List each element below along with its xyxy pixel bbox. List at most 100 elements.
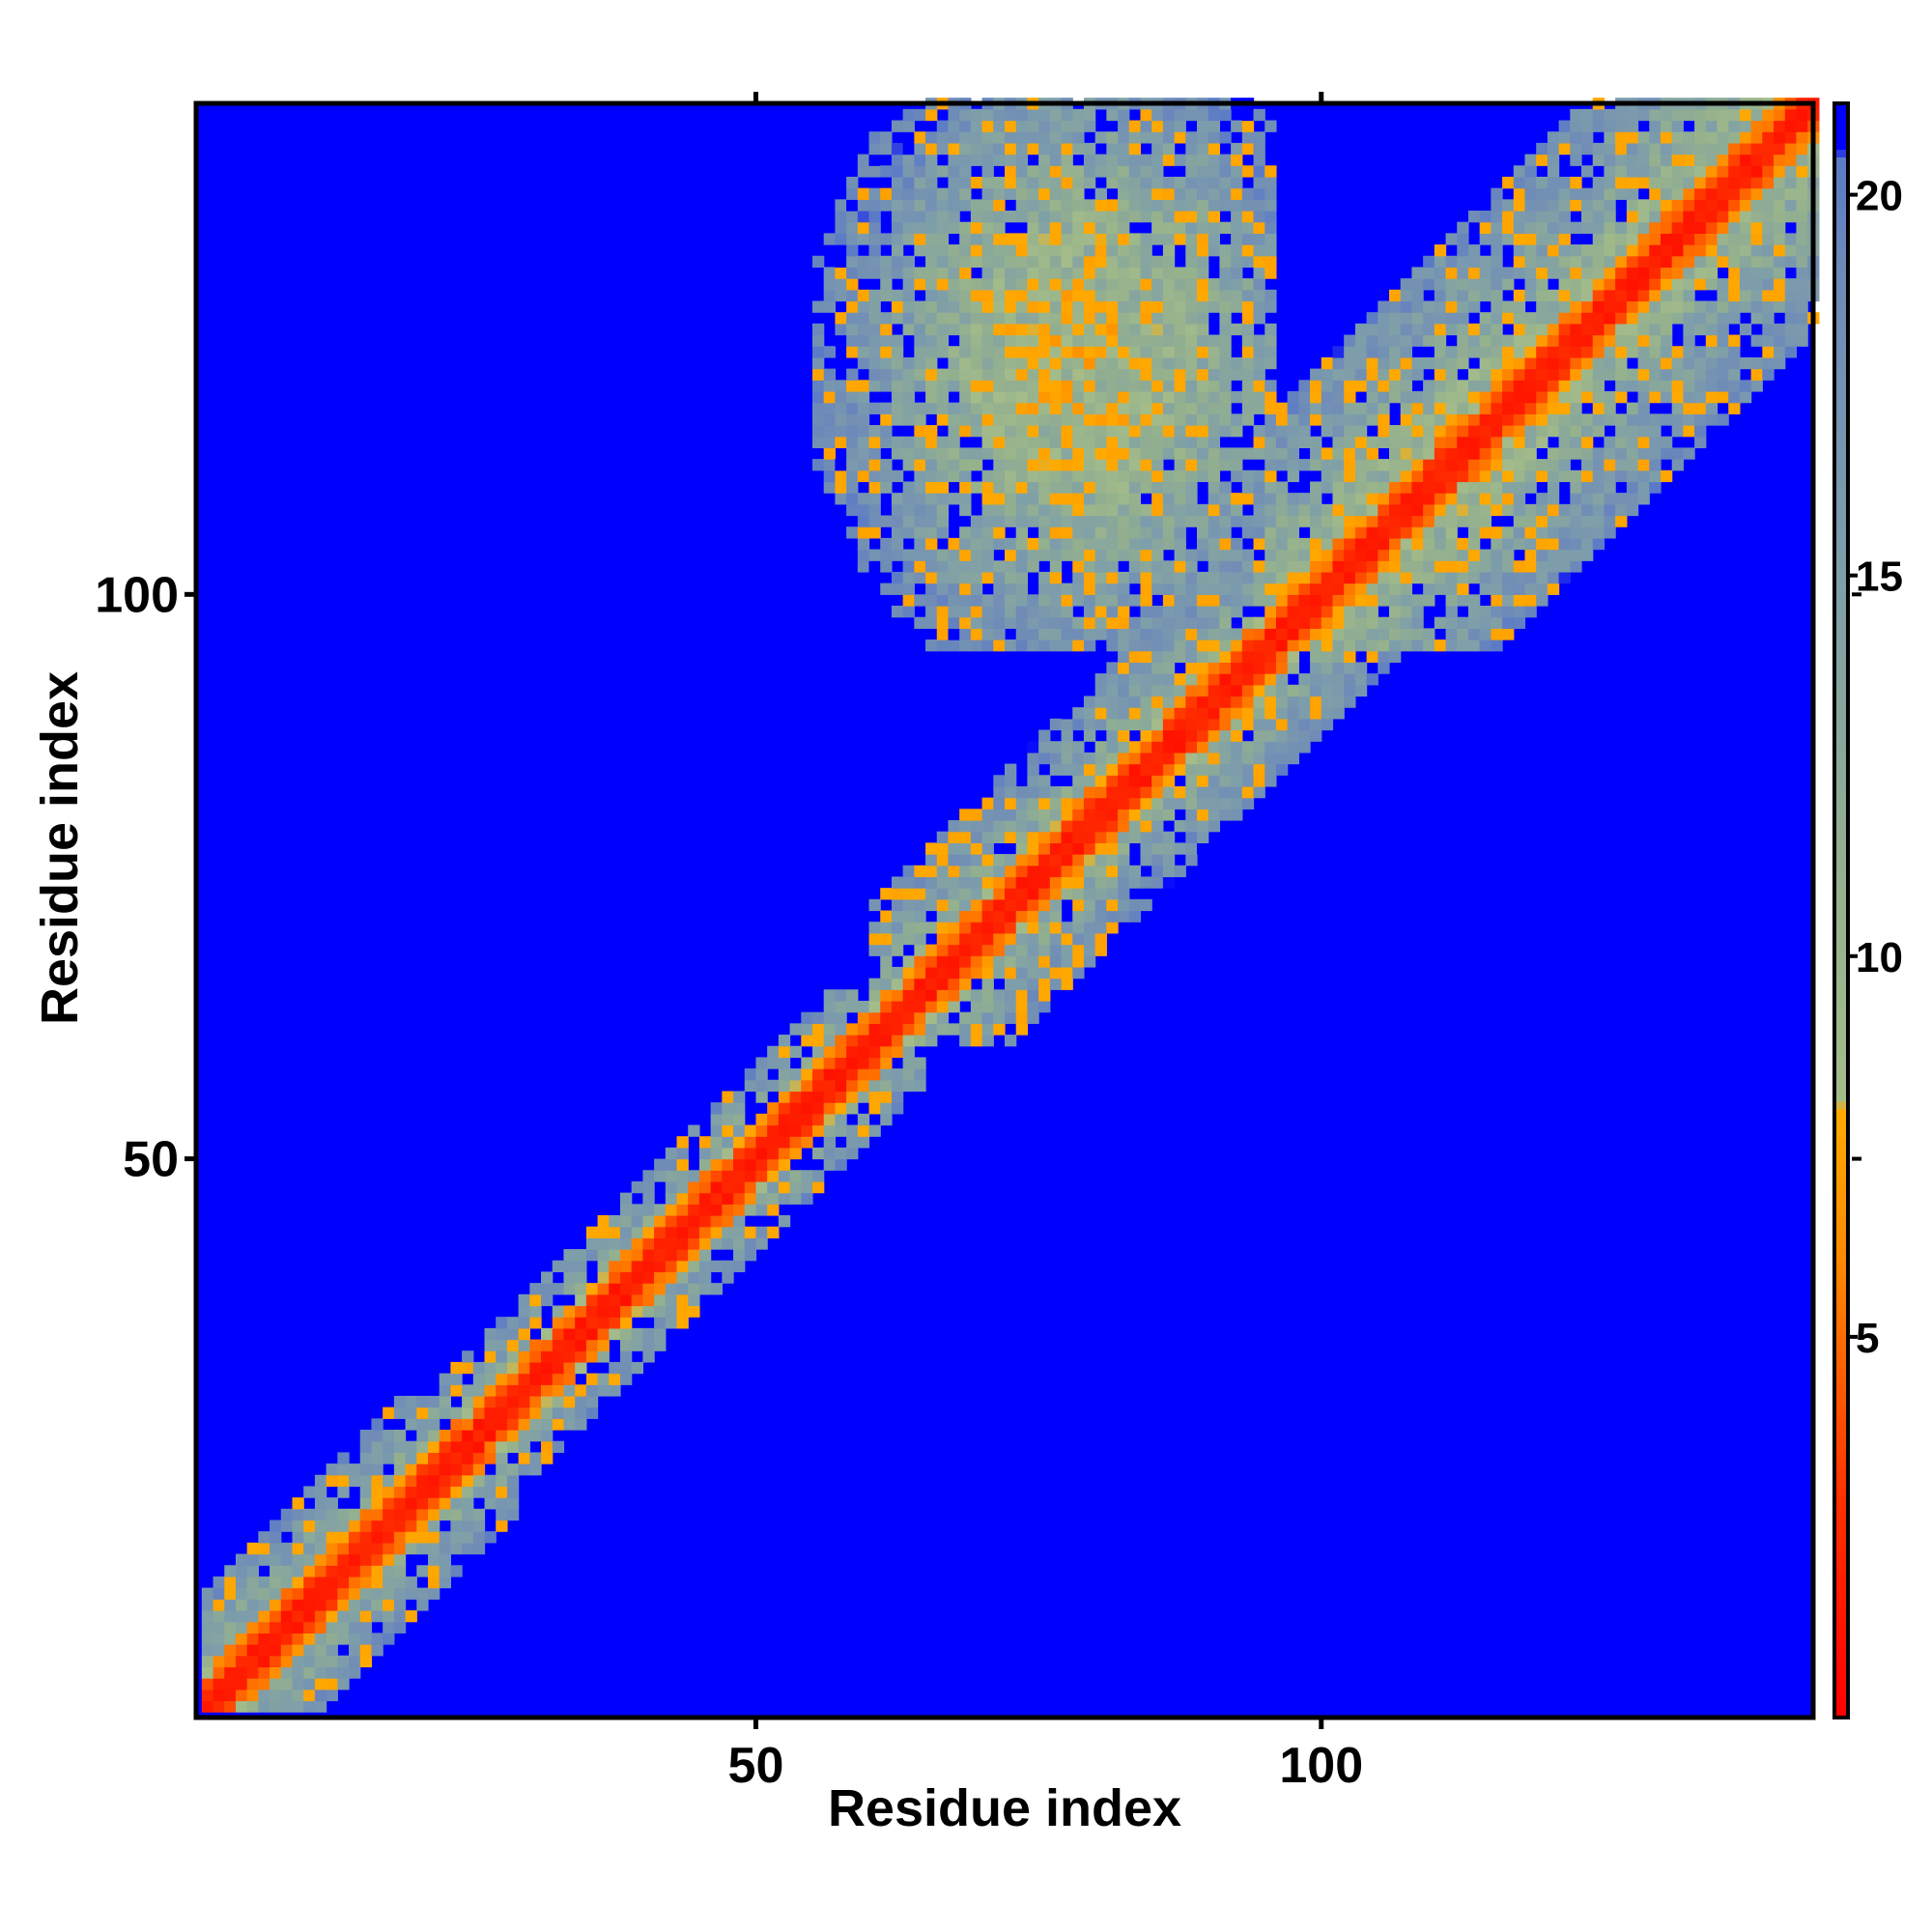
heatmap-cell: [959, 989, 972, 1002]
heatmap-cell: [462, 1395, 474, 1408]
heatmap-cell: [472, 1395, 486, 1408]
heatmap-cell: [1015, 142, 1029, 156]
heatmap-cell: [1264, 752, 1277, 765]
heatmap-cell: [1197, 752, 1209, 765]
heatmap-cell: [1083, 628, 1096, 640]
heatmap-cell: [1310, 481, 1322, 494]
heatmap-cell: [1185, 436, 1198, 449]
heatmap-cell: [767, 1158, 780, 1171]
heatmap-cell: [1038, 154, 1051, 166]
heatmap-cell: [1445, 571, 1458, 584]
heatmap-cell: [1162, 402, 1176, 414]
heatmap-cell: [959, 199, 972, 212]
heatmap-cell: [698, 1192, 712, 1205]
heatmap-cell: [1547, 526, 1560, 539]
heatmap-cell: [597, 1317, 610, 1329]
heatmap-cell: [1197, 120, 1209, 132]
heatmap-cell: [981, 628, 994, 640]
heatmap-cell: [936, 380, 950, 392]
heatmap-cell: [1479, 571, 1492, 584]
heatmap-cell: [1253, 481, 1265, 494]
heatmap-cell: [981, 368, 994, 381]
colorbar-segment: [1834, 1687, 1848, 1696]
heatmap-cell: [993, 267, 1006, 279]
heatmap-cell: [1197, 650, 1209, 664]
heatmap-cell: [1502, 469, 1515, 483]
heatmap-cell: [383, 1430, 395, 1442]
heatmap-cell: [1038, 955, 1051, 968]
heatmap-cell: [1005, 447, 1017, 460]
heatmap-cell: [1061, 244, 1073, 257]
heatmap-cell: [1558, 425, 1571, 438]
heatmap-cell: [948, 616, 960, 629]
heatmap-cell: [1558, 346, 1571, 358]
heatmap-cell: [1128, 628, 1142, 640]
heatmap-cell: [1208, 481, 1221, 494]
heatmap-cell: [1208, 537, 1221, 551]
heatmap-cell: [280, 1700, 294, 1713]
heatmap-cell: [1445, 503, 1458, 517]
heatmap-cell: [1264, 662, 1277, 674]
heatmap-cell: [868, 493, 881, 505]
heatmap-cell: [1287, 526, 1299, 539]
heatmap-cell: [496, 1452, 508, 1464]
heatmap-cell: [1321, 639, 1334, 652]
heatmap-cell: [1219, 481, 1232, 494]
heatmap-cell: [846, 459, 859, 471]
heatmap-cell: [1750, 356, 1763, 370]
heatmap-cell: [326, 1520, 338, 1532]
heatmap-cell: [575, 1395, 587, 1408]
heatmap-cell: [891, 1079, 904, 1093]
colorbar-segment: [1834, 811, 1848, 820]
heatmap-cell: [959, 469, 972, 483]
heatmap-cell: [891, 165, 904, 178]
heatmap-cell: [959, 447, 972, 460]
heatmap-cell: [778, 1113, 791, 1126]
heatmap-cell: [1604, 323, 1616, 336]
heatmap-cell: [959, 1011, 972, 1024]
heatmap-cell: [1400, 560, 1413, 573]
heatmap-cell: [563, 1395, 576, 1408]
heatmap-cell: [1660, 244, 1673, 257]
heatmap-cell: [1784, 312, 1798, 325]
heatmap-cell: [1197, 187, 1209, 200]
colorbar-segment: [1834, 1192, 1848, 1201]
heatmap-cell: [1536, 176, 1548, 189]
heatmap-cell: [857, 515, 870, 527]
heatmap-cell: [1128, 876, 1142, 889]
heatmap-cell: [1197, 233, 1209, 245]
heatmap-cell: [880, 356, 893, 370]
heatmap-cell: [1354, 346, 1368, 358]
heatmap-cell: [1061, 108, 1073, 122]
heatmap-cell: [405, 1508, 417, 1521]
heatmap-cell: [1241, 131, 1255, 144]
heatmap-cell: [1083, 526, 1096, 539]
heatmap-cell: [1411, 334, 1424, 347]
heatmap-cell: [993, 503, 1006, 517]
heatmap-cell: [1491, 481, 1503, 494]
heatmap-cell: [552, 1406, 565, 1419]
heatmap-cell: [1151, 154, 1164, 166]
heatmap-cell: [597, 1305, 610, 1318]
heatmap-cell: [1208, 493, 1221, 505]
heatmap-cell: [1005, 481, 1017, 494]
heatmap-cell: [1140, 831, 1152, 843]
heatmap-cell: [1694, 108, 1707, 122]
heatmap-cell: [970, 944, 983, 956]
heatmap-cell: [891, 922, 904, 934]
heatmap-cell: [1637, 233, 1650, 245]
heatmap-cell: [1253, 187, 1265, 200]
heatmap-cell: [1513, 233, 1526, 245]
colorbar-segment: [1834, 1214, 1848, 1224]
heatmap-cell: [925, 334, 938, 347]
heatmap-cell: [1660, 334, 1673, 347]
heatmap-cell: [1241, 312, 1255, 325]
heatmap-cell: [823, 1068, 837, 1081]
heatmap-cell: [654, 1170, 667, 1182]
heatmap-cell: [1140, 696, 1152, 708]
heatmap-cell: [1389, 447, 1402, 460]
heatmap-cell: [959, 549, 972, 561]
heatmap-cell: [1128, 244, 1142, 257]
heatmap-cell: [1185, 199, 1198, 212]
heatmap-cell: [823, 1102, 837, 1115]
